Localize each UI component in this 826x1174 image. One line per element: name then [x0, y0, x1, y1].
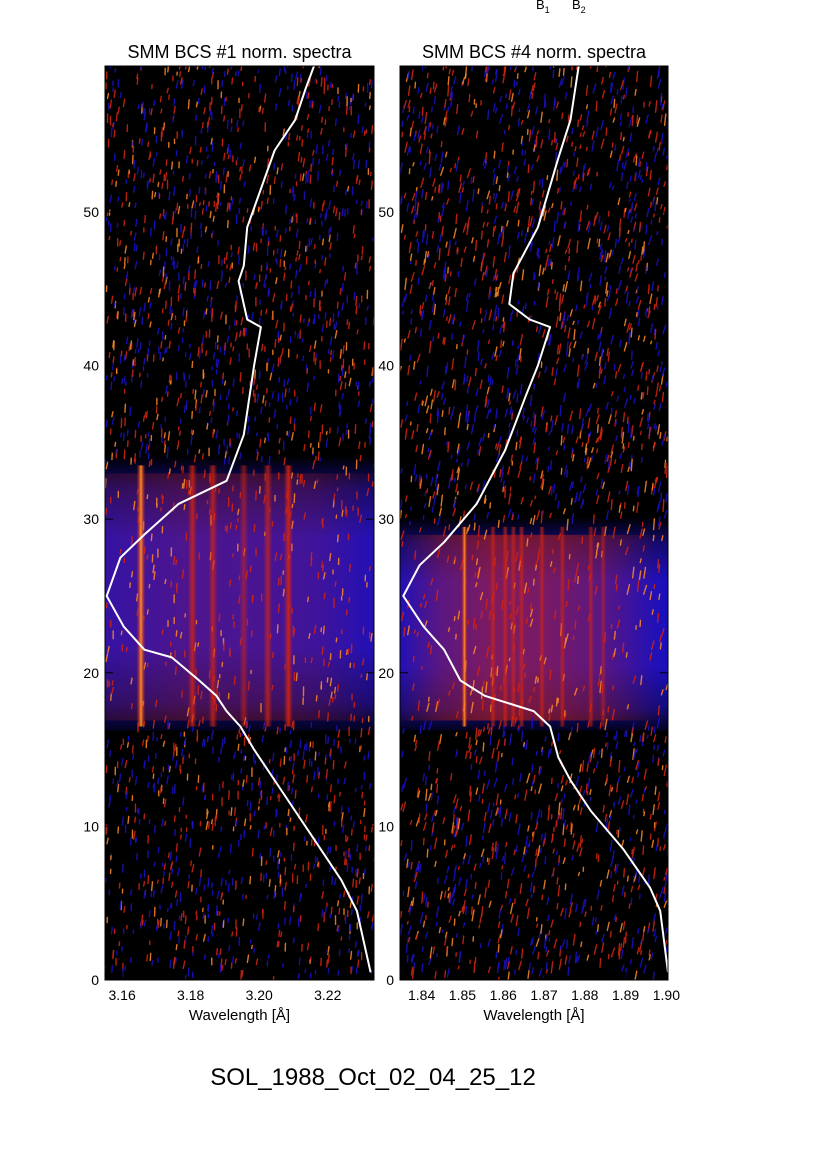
x-tick-label: 3.18 — [177, 987, 204, 1003]
event-id-title: SOL_1988_Oct_02_04_25_12 — [0, 1064, 746, 1092]
x-axis-label: Wavelength [Å] — [189, 1007, 290, 1024]
x-tick-label: 3.16 — [109, 987, 136, 1003]
x-tick-label: 3.20 — [246, 987, 273, 1003]
y-tick-label: 0 — [91, 972, 99, 988]
emission-line — [502, 527, 508, 727]
x-tick-label: 1.88 — [571, 987, 598, 1003]
x-tick-label: 1.85 — [449, 987, 476, 1003]
x-tick-label: 3.22 — [314, 987, 341, 1003]
emission-line — [588, 527, 594, 727]
chart-panel-2: SMM BCS #4 norm. spectra 0 10 20 30 40 50 1.84 1… — [378, 42, 680, 1024]
chart-title: SMM BCS #4 norm. spectra — [422, 42, 647, 62]
y-tick-label: 40 — [378, 358, 394, 374]
y-tick-label: 30 — [378, 511, 394, 527]
emission-line — [239, 465, 248, 726]
y-tick-label: 40 — [83, 358, 99, 374]
emission-line — [461, 527, 467, 727]
x-tick-label: 1.86 — [490, 987, 517, 1003]
y-tick-label: 50 — [378, 204, 394, 220]
y-tick-label: 0 — [386, 972, 394, 988]
emission-line — [539, 527, 545, 727]
emission-line — [600, 527, 606, 727]
flare-glow — [400, 535, 668, 721]
emission-line — [188, 465, 197, 726]
x-tick-label: 1.90 — [653, 987, 680, 1003]
header-mark-b1: B1 — [536, 0, 550, 15]
emission-line — [136, 465, 145, 726]
header-mark-b2: B2 — [572, 0, 586, 15]
emission-line — [263, 465, 272, 726]
emission-line — [490, 527, 496, 727]
x-axis-label: Wavelength [Å] — [483, 1007, 584, 1024]
x-tick-label: 1.89 — [612, 987, 639, 1003]
y-tick-label: 20 — [83, 665, 99, 681]
chart-title: SMM BCS #1 norm. spectra — [127, 42, 352, 62]
y-tick-label: 10 — [83, 818, 99, 834]
emission-line — [510, 527, 516, 727]
x-tick-label: 1.84 — [408, 987, 435, 1003]
emission-line — [284, 465, 293, 726]
y-tick-label: 20 — [378, 665, 394, 681]
chart-panel-1: SMM BCS #1 norm. spectra 0 10 20 30 40 50 3.16 3… — [83, 42, 374, 1024]
x-tick-label: 1.87 — [530, 987, 557, 1003]
emission-line — [208, 465, 217, 726]
emission-line — [559, 527, 565, 727]
y-tick-label: 30 — [83, 511, 99, 527]
emission-line — [519, 527, 525, 727]
panels-group: SMM BCS #1 norm. spectra 0 10 20 30 40 50 3.16 3… — [83, 42, 680, 1024]
y-tick-label: 10 — [378, 818, 394, 834]
y-tick-label: 50 — [83, 204, 99, 220]
